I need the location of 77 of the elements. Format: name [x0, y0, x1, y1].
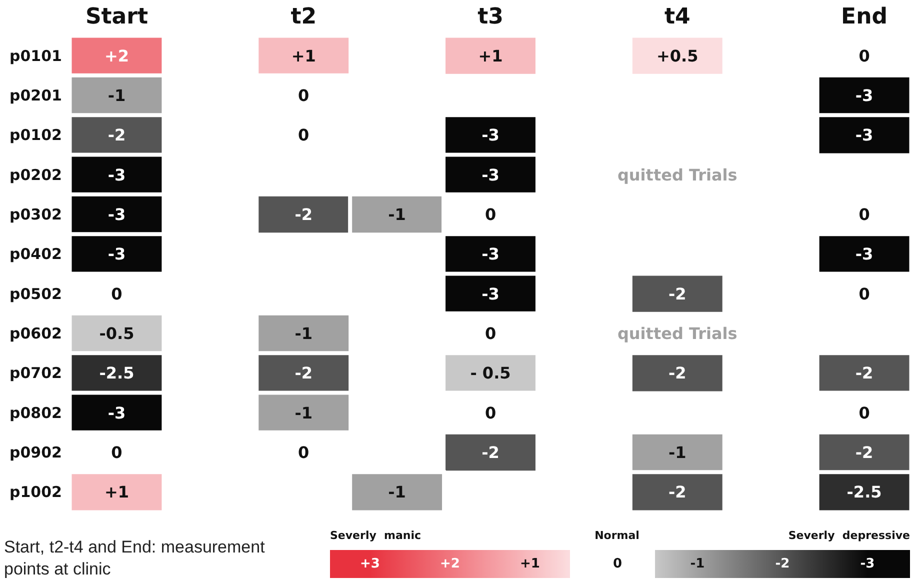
y-tick-label: p0702: [10, 364, 62, 382]
data-label: -3: [482, 244, 500, 264]
data-label: -2: [668, 284, 686, 304]
data-label: -3: [108, 244, 126, 264]
color-bar-label: +3: [360, 556, 380, 572]
y-tick-label: p0602: [10, 324, 62, 342]
data-label: 0: [298, 126, 310, 145]
data-label: 0: [858, 205, 870, 224]
data-label: -2: [294, 205, 312, 224]
x-tick-label: t2: [290, 4, 317, 30]
x-tick-label: t3: [478, 4, 504, 30]
y-tick-label: p1002: [10, 483, 62, 502]
data-label: -0.5: [99, 324, 134, 343]
color-bar-label: 0: [612, 556, 622, 572]
text: Severly manic: [330, 529, 422, 542]
data-label: - 0.5: [470, 364, 511, 383]
color-bar-label: -3: [860, 556, 875, 572]
color-bar-label: -1: [690, 556, 705, 572]
data-label: -3: [482, 126, 500, 145]
data-label: 0: [484, 205, 496, 224]
data-label: -1: [108, 86, 126, 105]
x-tick-label: End: [841, 4, 888, 30]
data-label: +1: [104, 482, 129, 502]
data-label: -3: [855, 86, 874, 105]
y-tick-label: p0302: [10, 206, 62, 224]
data-label: 0: [484, 324, 496, 343]
data-label: -1: [388, 205, 406, 224]
color-bar-label: +2: [440, 556, 460, 572]
data-label: 0: [298, 443, 310, 462]
y-tick-label: p0202: [10, 166, 62, 184]
x-tick-label: t4: [664, 4, 690, 30]
data-label: +0.5: [656, 46, 698, 66]
annotation: quitted Trials: [617, 165, 738, 184]
text: Severly depressive: [788, 529, 910, 542]
y-tick-label: p0102: [10, 126, 62, 144]
text: Normal: [594, 529, 640, 542]
data-label: 0: [484, 403, 496, 422]
data-label: -3: [855, 126, 874, 145]
data-label: -2: [294, 364, 312, 383]
data-label: -2.5: [99, 364, 134, 383]
data-label: -2: [482, 443, 500, 462]
y-tick-label: p0902: [10, 444, 62, 462]
data-label: -2: [668, 364, 686, 383]
data-label: +1: [291, 46, 316, 66]
data-label: 0: [858, 46, 870, 66]
data-label: -1: [294, 324, 312, 343]
y-tick-label: p0502: [10, 284, 62, 303]
data-label: -3: [482, 284, 500, 304]
data-label: +2: [104, 46, 129, 66]
data-label: -2.5: [846, 482, 882, 502]
data-label: 0: [111, 284, 122, 304]
data-label: -1: [388, 482, 406, 502]
y-tick-label: p0201: [10, 86, 62, 104]
annotation: quitted Trials: [617, 324, 738, 343]
data-label: -2: [108, 126, 126, 145]
data-label: -3: [108, 205, 126, 224]
color-bar-label: -2: [775, 556, 790, 572]
data-label: +1: [478, 46, 503, 66]
data-label: -3: [482, 165, 500, 184]
x-tick-label: Start: [85, 4, 148, 30]
data-label: -3: [855, 244, 874, 264]
data-label: -3: [108, 165, 126, 184]
y-tick-label: p0402: [10, 245, 62, 264]
data-label: 0: [858, 284, 870, 304]
y-tick-label: p0101: [10, 46, 62, 65]
y-tick-label: p0802: [10, 404, 62, 422]
data-label: -2: [855, 443, 874, 462]
color-bar-label: +1: [520, 556, 540, 572]
data-label: -3: [108, 403, 126, 422]
data-label: -2: [668, 482, 686, 502]
data-label: -2: [855, 364, 874, 383]
data-label: 0: [111, 443, 122, 462]
data-label: 0: [298, 86, 310, 105]
data-label: -1: [668, 443, 686, 462]
text: Start, t2-t4 and End: measurement points at clinic: [4, 538, 270, 578]
data-label: 0: [858, 403, 870, 422]
data-label: -1: [294, 403, 312, 422]
